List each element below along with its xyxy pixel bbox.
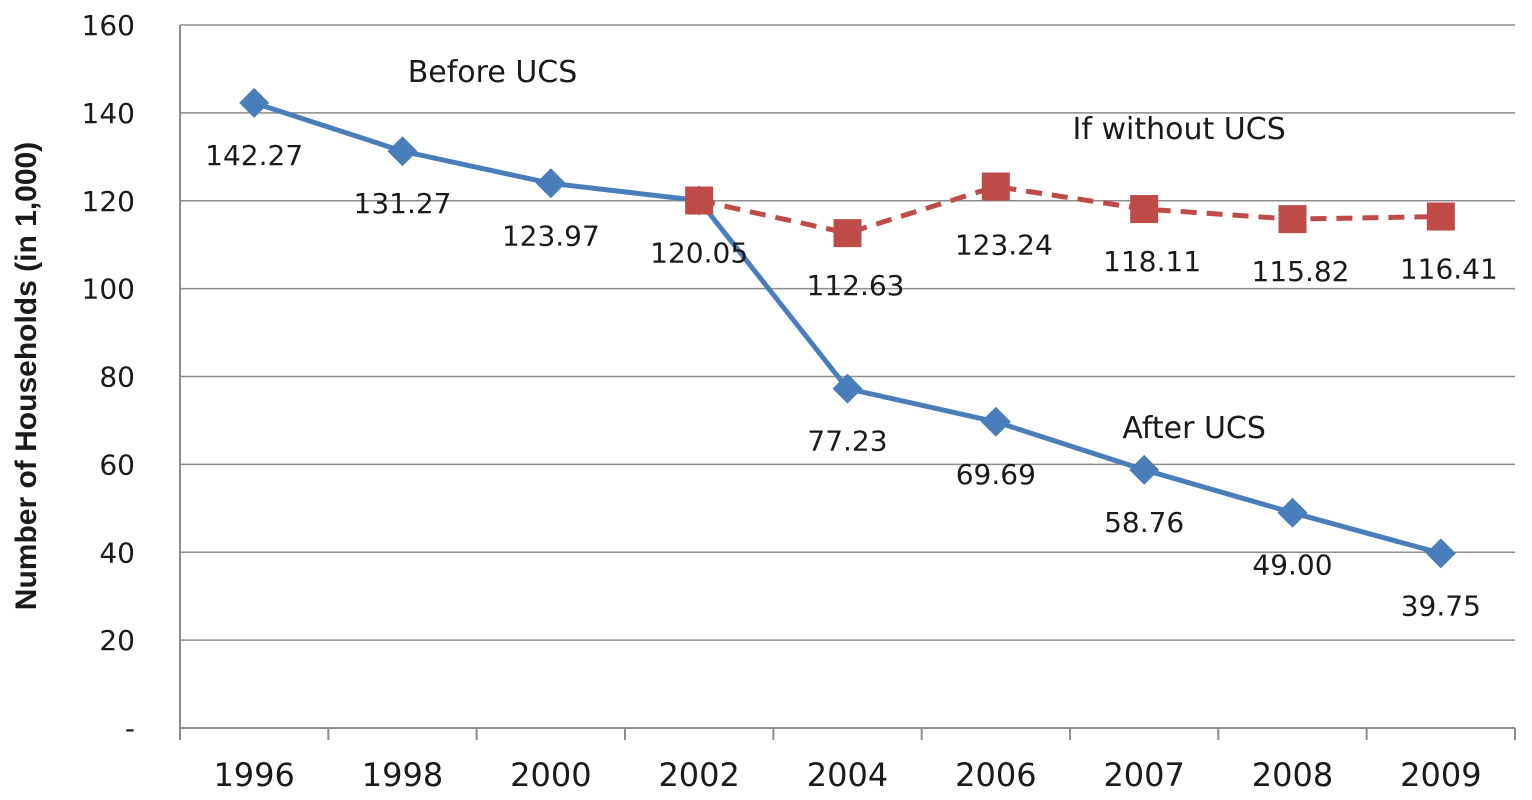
data-label: 120.05 — [650, 237, 748, 270]
square-marker — [981, 172, 1010, 201]
annotation-label: Before UCS — [408, 55, 578, 90]
annotation-label: If without UCS — [1073, 112, 1286, 147]
series-lines — [253, 100, 1442, 556]
y-tick-label: 60 — [99, 448, 135, 481]
y-axis-label: Number of Households (in 1,000) — [10, 142, 43, 610]
x-axis-ticks: 1996 1998 2000 2002 2004 2006 2007 2008 2009 — [179, 728, 1516, 794]
annotation-label: After UCS — [1122, 411, 1266, 446]
data-label: 118.11 — [1103, 245, 1201, 278]
x-tick-label: 2009 — [1400, 756, 1481, 794]
data-label: 131.27 — [354, 187, 452, 220]
x-tick-label: 2008 — [1252, 756, 1333, 794]
y-tick-label: 160 — [82, 9, 135, 42]
diamond-marker — [387, 136, 418, 167]
axes — [179, 25, 1515, 729]
data-label: 69.69 — [956, 458, 1036, 491]
x-tick-label: 2002 — [658, 756, 739, 794]
y-tick-label: 120 — [82, 185, 135, 218]
square-marker — [1278, 205, 1307, 234]
data-labels: 142.27 131.27 123.97 120.05 77.23 69.69 58.76 4… — [205, 139, 1498, 622]
data-label: 123.97 — [502, 219, 600, 252]
y-axis-ticks: - 20 40 60 80 100 120 140 160 — [82, 9, 135, 745]
data-label: 77.23 — [807, 425, 887, 458]
y-tick-label: 100 — [82, 273, 135, 306]
data-label: 49.00 — [1252, 549, 1332, 582]
diamond-marker — [832, 373, 863, 404]
data-label: 116.41 — [1400, 253, 1498, 286]
x-tick-label: 2004 — [807, 756, 888, 794]
data-label: 58.76 — [1104, 506, 1184, 539]
series-line-0 — [253, 100, 1442, 556]
data-label: 142.27 — [205, 139, 303, 172]
annotations: Before UCS If without UCS After UCS — [408, 55, 1286, 446]
diamond-marker — [239, 87, 270, 118]
y-tick-label: 140 — [82, 97, 135, 130]
square-marker — [1426, 202, 1455, 231]
y-tick-label: 40 — [99, 536, 135, 569]
diamond-marker — [1425, 538, 1456, 569]
diamond-marker — [1277, 497, 1308, 528]
x-tick-label: 1996 — [213, 756, 294, 794]
square-marker — [1130, 195, 1159, 224]
y-tick-label: 20 — [99, 624, 135, 657]
square-marker — [833, 219, 862, 248]
series-line-1 — [698, 184, 1441, 236]
square-marker — [685, 186, 714, 215]
gridlines — [180, 24, 1515, 641]
diamond-marker — [980, 406, 1011, 437]
diamond-marker — [535, 168, 566, 199]
data-label: 123.24 — [955, 229, 1053, 262]
diamond-marker — [1129, 454, 1160, 485]
y-tick-label: 80 — [99, 361, 135, 394]
data-label: 115.82 — [1252, 255, 1350, 288]
data-label: 39.75 — [1401, 589, 1481, 622]
x-tick-label: 2006 — [955, 756, 1036, 794]
data-label: 112.63 — [807, 269, 905, 302]
x-tick-label: 1998 — [362, 756, 443, 794]
x-tick-label: 2007 — [1103, 756, 1184, 794]
x-tick-label: 2000 — [510, 756, 591, 794]
y-tick-label: - — [125, 712, 135, 745]
series-markers — [239, 87, 1456, 569]
